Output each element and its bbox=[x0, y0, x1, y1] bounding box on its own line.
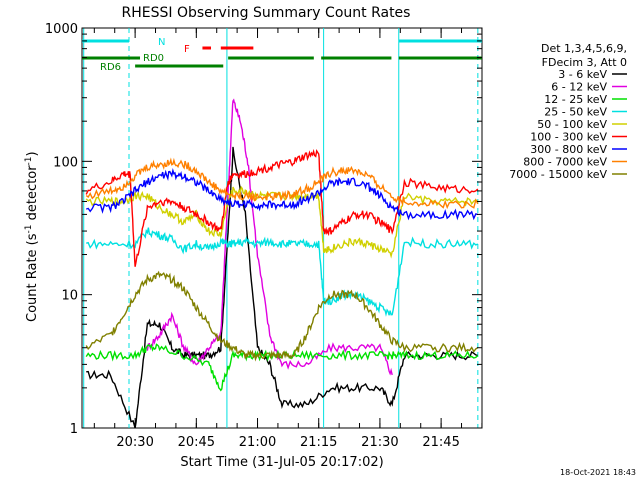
y-axis-label-main: Count Rate (s bbox=[25, 233, 40, 322]
series-line-2 bbox=[146, 98, 393, 376]
series-line-4 bbox=[86, 227, 479, 317]
flag-label-n: N bbox=[158, 37, 165, 48]
legend-label-4: 25 - 50 keV bbox=[544, 106, 607, 119]
generated-timestamp: 18-Oct-2021 18:43 bbox=[560, 468, 636, 477]
x-tick-label: 20:45 bbox=[178, 435, 215, 450]
chart-title: RHESSI Observing Summary Count Rates bbox=[122, 5, 411, 21]
y-axis-label-sup1: -1 bbox=[24, 224, 34, 233]
legend: Det 1,3,4,5,6,9, FDecim 3, Att 0 3 - 6 k… bbox=[509, 42, 627, 181]
series-line-9 bbox=[85, 270, 479, 362]
legend-label-6: 100 - 300 keV bbox=[530, 131, 607, 144]
x-tick-label: 21:15 bbox=[300, 435, 337, 450]
legend-label-2: 6 - 12 keV bbox=[551, 81, 607, 94]
x-tick-label: 21:30 bbox=[361, 435, 398, 450]
series-line-6 bbox=[85, 148, 479, 267]
flag-label-rd6: RD6 bbox=[100, 62, 121, 73]
y-tick-label: 100 bbox=[53, 155, 78, 170]
y-axis-label-mid: detector bbox=[25, 165, 40, 225]
x-tick-label: 20:30 bbox=[116, 435, 153, 450]
x-tick-label: 21:45 bbox=[422, 435, 459, 450]
y-axis-label-sup2: -1 bbox=[24, 156, 34, 165]
legend-label-7: 300 - 800 keV bbox=[530, 143, 607, 156]
legend-label-8: 800 - 7000 keV bbox=[523, 156, 607, 169]
series-line-7 bbox=[85, 167, 478, 221]
y-tick-label: 1000 bbox=[45, 22, 78, 37]
flag-label-rd0: RD0 bbox=[143, 53, 164, 64]
x-tick-label: 21:00 bbox=[239, 435, 276, 450]
legend-label-5: 50 - 100 keV bbox=[537, 118, 607, 131]
flag-label-f: F bbox=[184, 44, 190, 55]
series-lines bbox=[85, 98, 479, 429]
y-tick-label: 1 bbox=[70, 422, 78, 437]
x-axis: 20:30 20:45 21:00 21:15 21:30 21:45 bbox=[93, 28, 483, 450]
plot-frame bbox=[81, 27, 483, 429]
flag-bars: N F RD0 RD6 bbox=[82, 37, 482, 73]
y-axis-label: Count Rate (s-1 detector-1) bbox=[24, 151, 40, 322]
series-line-8 bbox=[85, 157, 479, 210]
legend-label-1: 3 - 6 keV bbox=[558, 68, 607, 81]
legend-label-3: 12 - 25 keV bbox=[544, 93, 607, 106]
series-line-3 bbox=[85, 343, 479, 392]
y-axis-label-end: ) bbox=[25, 151, 40, 156]
y-tick-label: 10 bbox=[61, 289, 78, 304]
legend-header-line-2: FDecim 3, Att 0 bbox=[542, 56, 627, 69]
series-line-1 bbox=[86, 146, 479, 429]
vertical-markers bbox=[83, 28, 479, 428]
legend-label-9: 7000 - 15000 keV bbox=[509, 168, 607, 181]
y-axis: 1 10 100 1000 bbox=[45, 22, 482, 437]
legend-header-line-1: Det 1,3,4,5,6,9, bbox=[541, 42, 627, 55]
x-axis-label: Start Time (31-Jul-05 20:17:02) bbox=[180, 455, 383, 470]
